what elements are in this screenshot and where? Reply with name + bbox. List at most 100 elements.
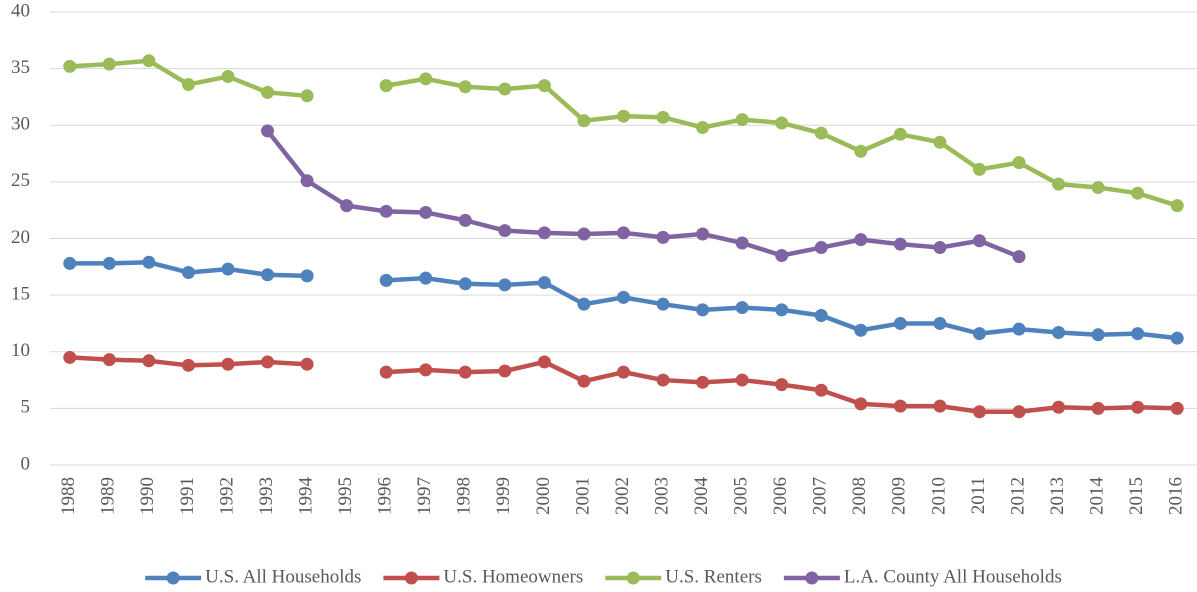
x-tick-label: 1996 xyxy=(375,477,396,515)
x-tick-label: 2005 xyxy=(731,477,752,515)
data-point xyxy=(537,355,551,369)
x-tick-label: 2000 xyxy=(533,477,554,515)
x-tick-label: 2012 xyxy=(1007,477,1028,515)
data-point xyxy=(1091,181,1105,195)
data-point xyxy=(181,265,195,279)
x-tick-label: 2008 xyxy=(849,477,870,515)
data-point xyxy=(617,109,630,123)
data-point xyxy=(300,269,314,283)
x-tick-label: 2009 xyxy=(889,477,910,515)
x-tick-label: 2014 xyxy=(1086,477,1107,516)
series-line xyxy=(265,129,1020,259)
data-point xyxy=(419,72,433,86)
data-point xyxy=(300,357,314,371)
data-point xyxy=(458,277,472,291)
data-point xyxy=(498,224,512,238)
x-tick-label: 2001 xyxy=(572,477,593,515)
data-point xyxy=(854,323,868,337)
data-point xyxy=(656,230,670,244)
data-point xyxy=(1131,186,1145,200)
y-tick-label: 0 xyxy=(21,453,31,474)
data-point xyxy=(221,70,235,84)
data-point xyxy=(854,233,868,247)
data-point xyxy=(696,121,710,135)
data-point xyxy=(1170,199,1184,213)
data-point xyxy=(656,373,670,387)
data-point xyxy=(577,114,591,128)
data-point xyxy=(261,124,275,138)
x-tick-label: 1995 xyxy=(335,477,356,515)
x-tick-label: 2007 xyxy=(810,477,831,515)
data-point xyxy=(1052,325,1066,339)
legend-marker xyxy=(805,571,819,585)
data-point xyxy=(735,113,749,127)
y-tick-label: 15 xyxy=(11,283,30,304)
data-point xyxy=(419,363,433,377)
data-point xyxy=(458,80,472,94)
data-point xyxy=(181,77,195,91)
data-point xyxy=(1091,328,1105,342)
x-tick-label: 1999 xyxy=(493,477,514,515)
data-point xyxy=(656,110,670,124)
x-tick-label: 2011 xyxy=(968,477,989,514)
data-point xyxy=(814,126,828,140)
data-point xyxy=(577,374,591,388)
data-point xyxy=(1052,177,1066,191)
data-point xyxy=(300,174,314,188)
x-tick-label: 1990 xyxy=(137,477,158,515)
legend: U.S. All Households U.S. Homeowners U.S. R… xyxy=(145,566,1062,587)
data-point xyxy=(537,226,551,240)
data-point xyxy=(458,213,472,227)
data-point xyxy=(221,357,235,371)
data-point xyxy=(261,355,275,369)
y-tick-label: 35 xyxy=(11,57,30,78)
data-point xyxy=(181,358,195,372)
legend-marker xyxy=(626,571,640,585)
y-tick-label: 10 xyxy=(11,340,30,361)
legend-label: U.S. Homeowners xyxy=(443,566,583,587)
data-point xyxy=(893,127,907,141)
legend-label: L.A. County All Households xyxy=(844,566,1062,587)
data-point xyxy=(893,237,907,251)
x-tick-label: 1988 xyxy=(58,477,79,515)
data-point xyxy=(458,365,472,379)
legend-label: U.S. All Households xyxy=(205,566,361,587)
data-point xyxy=(893,316,907,330)
x-tick-label: 1989 xyxy=(98,477,119,515)
data-point xyxy=(142,54,156,68)
data-point xyxy=(577,227,591,241)
x-tick-label: 2004 xyxy=(691,477,712,516)
y-tick-label: 20 xyxy=(11,227,30,248)
data-point xyxy=(972,405,986,419)
data-point xyxy=(933,316,947,330)
data-point xyxy=(340,199,354,213)
data-point xyxy=(854,397,868,411)
series-line xyxy=(69,355,1178,415)
legend-marker xyxy=(404,571,418,585)
data-point xyxy=(142,354,156,368)
data-point xyxy=(261,85,275,99)
data-point xyxy=(1012,322,1026,336)
data-point xyxy=(379,365,393,379)
x-tick-label: 2015 xyxy=(1126,477,1147,515)
data-point xyxy=(696,375,710,389)
data-point xyxy=(300,89,314,103)
data-point xyxy=(893,399,907,413)
legend-label: U.S. Renters xyxy=(665,566,762,587)
data-point xyxy=(221,262,235,276)
data-point xyxy=(379,79,393,93)
data-point xyxy=(498,364,512,378)
data-point xyxy=(696,227,710,241)
y-tick-label: 40 xyxy=(11,0,30,21)
data-point xyxy=(814,309,828,323)
data-point xyxy=(1170,331,1184,345)
data-point xyxy=(854,144,868,158)
data-point xyxy=(1052,400,1066,414)
x-tick-label: 2002 xyxy=(612,477,633,515)
data-point xyxy=(63,59,77,73)
data-point xyxy=(775,378,789,392)
data-point xyxy=(537,276,551,290)
data-point xyxy=(696,303,710,317)
data-point xyxy=(419,205,433,219)
